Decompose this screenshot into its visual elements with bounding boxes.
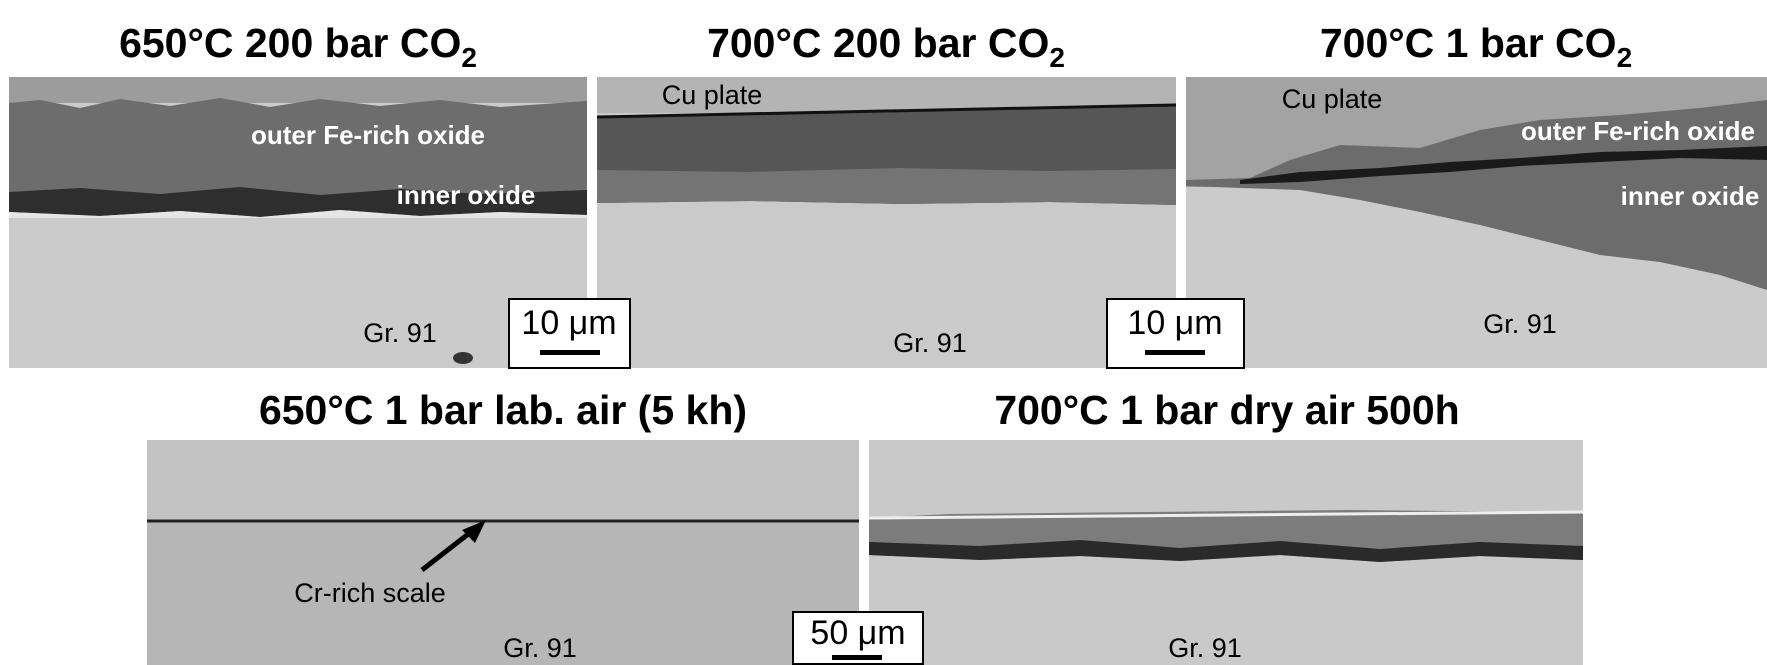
material-label: Gr. 91	[1168, 633, 1242, 663]
scale-bar-label: 50 μm	[810, 614, 905, 652]
layer-label: outer Fe-rich oxide	[251, 120, 485, 150]
scale-bar: 10 μm	[1107, 299, 1244, 368]
scale-bar-label: 10 μm	[1127, 304, 1222, 342]
panel-title: 700°C 1 bar CO2	[1320, 20, 1632, 73]
scale-bar: 10 μm	[509, 299, 630, 368]
material-label: Gr. 91	[363, 318, 437, 348]
layer-label: Cu plate	[662, 80, 763, 110]
panel-title: 650°C 200 bar CO2	[119, 20, 477, 73]
material-label: Gr. 91	[893, 328, 967, 358]
panel-title: 650°C 1 bar lab. air (5 kh)	[259, 387, 747, 433]
layer-label: outer Fe-rich oxide	[1521, 116, 1755, 146]
layer-label: inner oxide	[1621, 181, 1760, 211]
scale-bar: 50 μm	[793, 612, 923, 664]
figure: 650°C 200 bar CO2 700°C 200 bar CO2 700°…	[0, 0, 1767, 665]
material-label: Gr. 91	[503, 633, 577, 663]
layer-label: Cu plate	[1282, 84, 1383, 114]
layer-label: inner oxide	[397, 180, 536, 210]
scale-bar-label: 10 μm	[521, 304, 616, 342]
panel-title: 700°C 200 bar CO2	[707, 20, 1065, 73]
material-label: Gr. 91	[1483, 309, 1557, 339]
layer-label: Cr-rich scale	[294, 578, 446, 608]
micrograph-4	[147, 440, 859, 665]
panel-title: 700°C 1 bar dry air 500h	[994, 387, 1459, 433]
micrograph-5	[869, 440, 1583, 665]
micrograph-2	[597, 77, 1176, 368]
